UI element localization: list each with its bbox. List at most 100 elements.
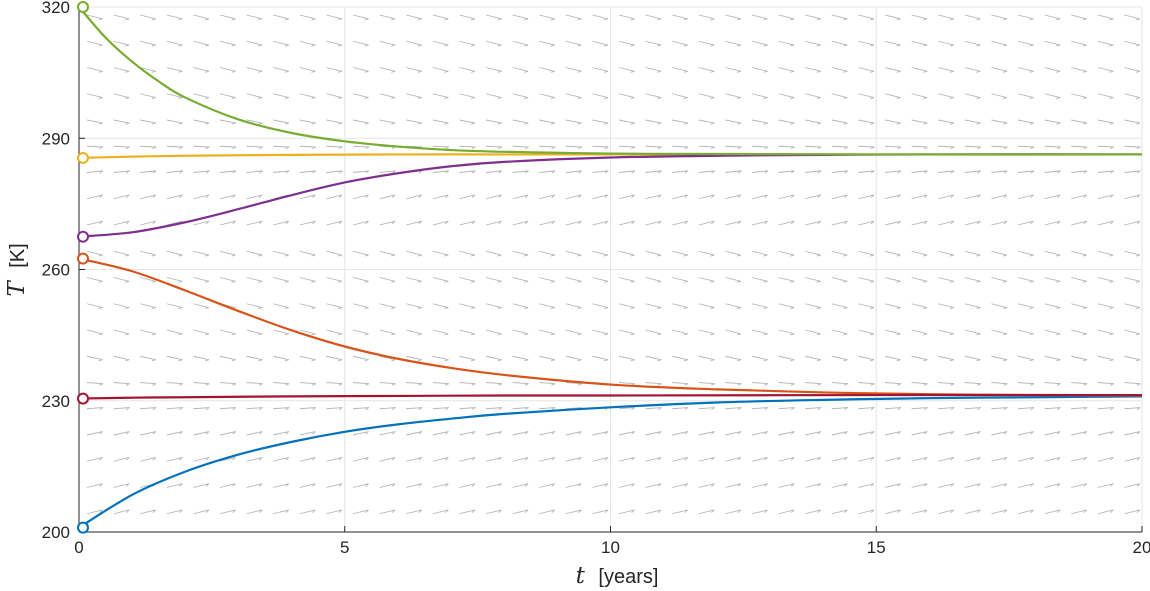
- field-arrow: [352, 355, 369, 361]
- field-arrow-head: [418, 383, 423, 386]
- field-arrow-head: [417, 122, 423, 125]
- field-arrow: [805, 483, 821, 488]
- field-arrow: [884, 407, 901, 410]
- field-arrow-head: [790, 194, 795, 198]
- field-arrow: [219, 194, 236, 200]
- field-arrow-head: [816, 122, 822, 125]
- field-arrow-head: [737, 146, 742, 150]
- field-arrow-head: [843, 18, 848, 21]
- field-arrow: [219, 250, 236, 256]
- field-arrow-head: [497, 97, 502, 100]
- field-arrow: [166, 220, 183, 226]
- field-arrow-head: [1083, 220, 1088, 225]
- field-arrow: [645, 170, 662, 173]
- field-arrow-head: [603, 97, 609, 100]
- field-arrow: [1097, 119, 1114, 124]
- field-arrow: [672, 93, 688, 99]
- field-arrow-head: [1135, 70, 1141, 73]
- field-arrow-head: [790, 122, 795, 125]
- field-arrow: [299, 194, 316, 200]
- field-arrow: [645, 250, 662, 256]
- field-arrow: [406, 456, 422, 462]
- field-arrow: [964, 407, 981, 410]
- field-arrow-head: [711, 457, 715, 461]
- field-arrow-head: [524, 97, 529, 100]
- field-arrow: [1071, 93, 1087, 99]
- field-arrow: [1017, 483, 1034, 488]
- field-arrow: [565, 145, 582, 148]
- field-arrow-head: [550, 307, 555, 310]
- field-arrow: [964, 277, 981, 282]
- field-arrow: [432, 483, 449, 488]
- field-arrow-head: [1082, 359, 1087, 362]
- field-arrow-head: [869, 97, 875, 100]
- field-arrow: [219, 220, 236, 226]
- field-arrow: [113, 119, 130, 124]
- x-tick-label: 5: [340, 538, 349, 557]
- field-arrow: [1124, 170, 1141, 173]
- field-arrow: [485, 355, 502, 361]
- field-arrow-head: [444, 333, 449, 336]
- field-arrow: [1124, 382, 1141, 385]
- field-arrow: [831, 431, 848, 436]
- field-arrow: [831, 456, 848, 462]
- field-arrow-head: [710, 254, 715, 257]
- field-arrow: [432, 119, 449, 124]
- field-arrow: [618, 14, 635, 20]
- field-arrow-head: [152, 457, 157, 461]
- field-arrow-head: [1030, 407, 1035, 411]
- field-arrow: [539, 220, 555, 226]
- field-arrow: [805, 145, 822, 148]
- field-arrow: [273, 483, 289, 488]
- field-arrow: [1097, 40, 1114, 46]
- field-arrow-head: [1110, 194, 1114, 198]
- field-arrow-head: [232, 194, 236, 198]
- field-arrow-head: [736, 44, 742, 47]
- field-arrow-head: [923, 70, 928, 73]
- field-arrow: [991, 456, 1008, 462]
- field-arrow: [884, 119, 901, 124]
- field-arrow-head: [1082, 18, 1087, 21]
- field-arrow-head: [497, 122, 502, 125]
- field-arrow: [698, 93, 715, 99]
- field-arrow: [1017, 431, 1034, 436]
- field-arrow-head: [976, 383, 981, 386]
- field-arrow: [432, 355, 449, 361]
- field-arrow: [778, 329, 795, 335]
- field-arrow: [512, 250, 529, 256]
- field-arrow: [1017, 119, 1034, 124]
- field-arrow-head: [498, 220, 502, 225]
- field-arrow: [326, 509, 343, 515]
- field-arrow-head: [498, 431, 502, 435]
- field-arrow: [592, 250, 609, 256]
- field-arrow-head: [577, 146, 582, 150]
- field-arrow-head: [684, 457, 689, 461]
- field-arrow: [539, 170, 556, 173]
- field-arrow-head: [417, 333, 422, 336]
- field-arrow: [219, 382, 236, 385]
- field-arrow: [485, 93, 502, 99]
- field-arrow-head: [896, 70, 901, 73]
- field-arrow: [698, 509, 715, 515]
- field-arrow: [565, 93, 582, 99]
- field-arrow-head: [977, 220, 981, 225]
- field-arrow: [672, 67, 688, 72]
- field-arrow-head: [870, 457, 875, 461]
- field-arrow: [938, 145, 955, 148]
- field-arrow: [884, 220, 901, 226]
- field-arrow-head: [1029, 280, 1034, 283]
- field-arrow-head: [550, 254, 555, 257]
- field-arrow: [352, 170, 369, 173]
- field-arrow: [938, 407, 955, 410]
- field-arrow-head: [444, 122, 449, 125]
- field-arrow: [352, 303, 369, 309]
- field-arrow: [113, 303, 130, 309]
- field-arrow: [273, 93, 289, 99]
- field-arrow-head: [179, 431, 183, 435]
- field-arrow: [911, 483, 928, 488]
- field-arrow-head: [577, 280, 582, 283]
- field-arrow: [565, 119, 582, 124]
- field-arrow: [352, 277, 369, 282]
- field-arrow: [86, 509, 103, 515]
- field-arrow-head: [657, 483, 662, 487]
